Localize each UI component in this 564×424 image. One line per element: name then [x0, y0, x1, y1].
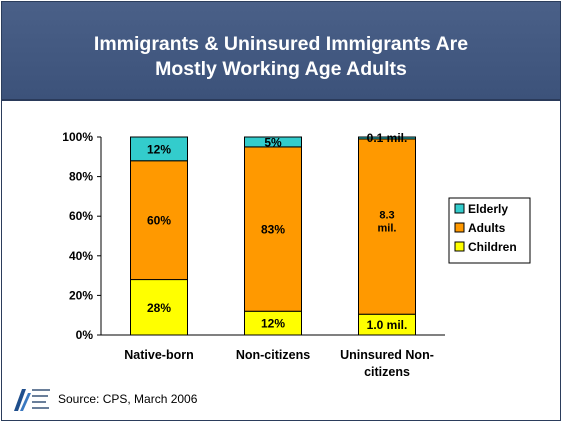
data-label: 60% — [147, 214, 171, 228]
y-tick-label: 100% — [62, 130, 93, 144]
bar-segment-elderly — [130, 136, 188, 162]
data-label: 1.0 mil. — [367, 318, 408, 332]
y-tick-label: 40% — [69, 249, 93, 263]
y-tick-label: 20% — [69, 288, 93, 302]
legend-swatch-elderly — [454, 203, 465, 214]
bar-segment-adults — [358, 138, 416, 315]
legend-swatch-children — [454, 241, 465, 252]
legend-swatch-adults — [454, 222, 465, 233]
center-budget-policy-logo — [14, 389, 50, 411]
title-bar: Immigrants & Uninsured Immigrants Are Mo… — [2, 2, 560, 101]
title-line-2: Mostly Working Age Adults — [155, 58, 407, 80]
legend-label-children: Children — [468, 240, 517, 254]
data-label: 5% — [264, 135, 282, 149]
data-label: 28% — [147, 301, 171, 315]
data-label: 12% — [261, 317, 285, 331]
x-category-label: citizens — [364, 365, 410, 379]
y-tick-label: 80% — [69, 170, 93, 184]
x-category-label: Native-born — [124, 348, 193, 362]
bar-segment-adults — [244, 146, 302, 312]
x-category-label: Uninsured Non- — [340, 348, 434, 362]
data-label: 83% — [261, 223, 285, 237]
data-label: 0.1 mil. — [367, 131, 408, 145]
bar-segment-elderly — [358, 136, 416, 140]
slide-title: Immigrants & Uninsured Immigrants Are Mo… — [42, 32, 520, 82]
data-label: 12% — [147, 142, 171, 156]
y-tick-label: 0% — [76, 328, 94, 342]
data-label: mil. — [378, 223, 397, 235]
bar-segment-adults — [130, 160, 188, 281]
data-label: 8.3 — [379, 210, 394, 222]
title-line-1: Immigrants & Uninsured Immigrants Are — [93, 33, 469, 55]
source-note: Source: CPS, March 2006 — [58, 392, 198, 406]
legend-label-adults: Adults — [468, 221, 506, 235]
bar-segment-elderly — [244, 136, 302, 148]
y-tick-label: 60% — [69, 209, 93, 223]
legend-label-elderly: Elderly — [468, 202, 508, 216]
x-category-label: Non-citizens — [236, 348, 310, 362]
